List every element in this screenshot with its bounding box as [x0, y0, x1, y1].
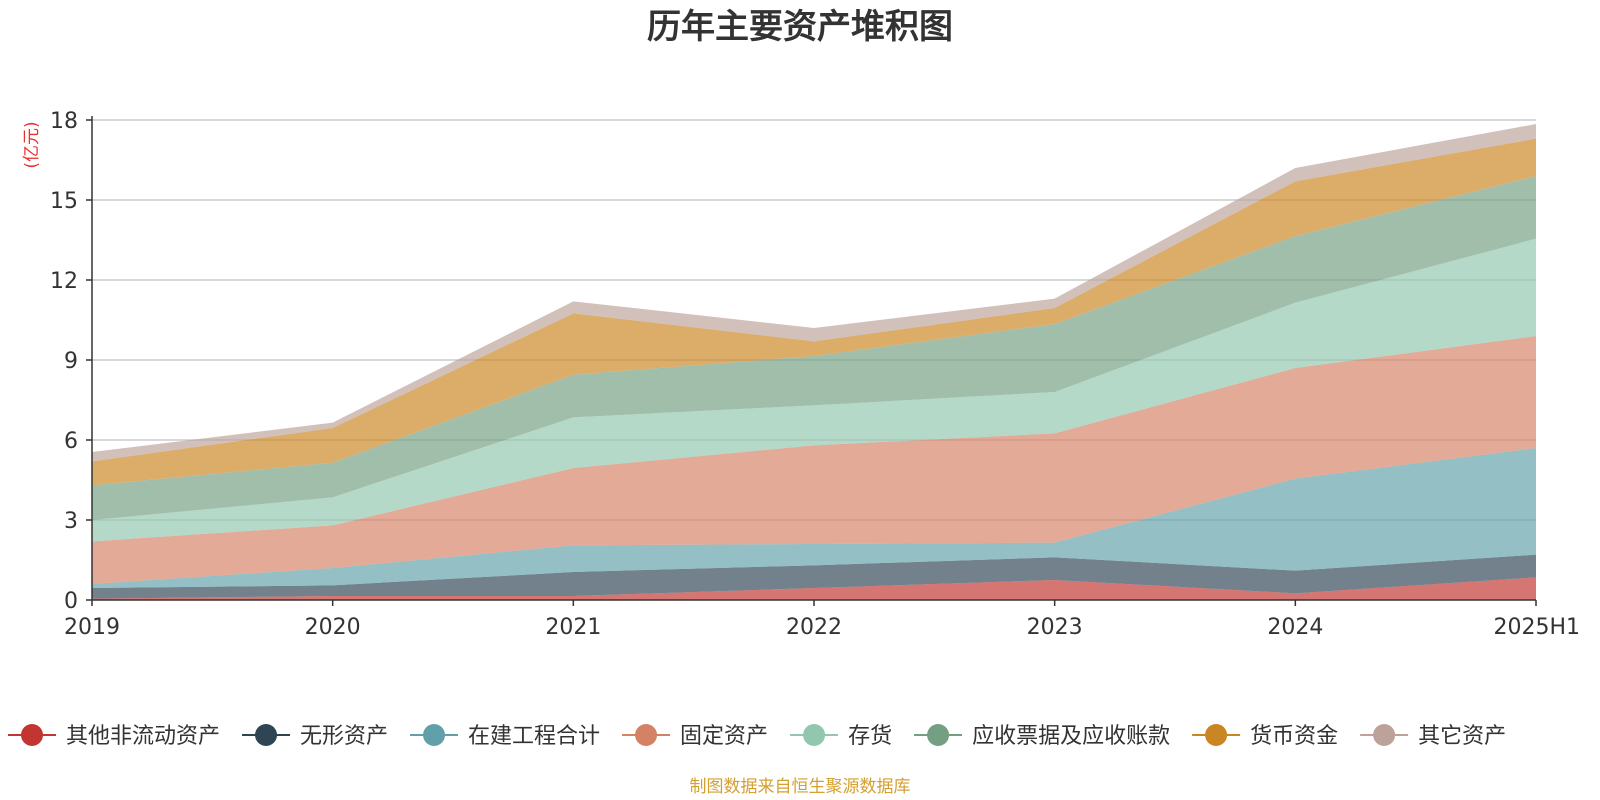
x-tick-label-5: 2024: [1267, 615, 1323, 640]
y-tick-label-3: 9: [64, 349, 78, 374]
y-tick-label-6: 18: [50, 109, 78, 134]
area-series-3: [92, 336, 1536, 584]
area-series-4: [92, 238, 1536, 542]
x-tick-label-4: 2023: [1027, 615, 1083, 640]
x-tick-label-1: 2020: [305, 615, 361, 640]
area-series: [92, 124, 1536, 600]
y-tick-label-2: 6: [64, 429, 78, 454]
legend-item-7[interactable]: 其它资产: [1360, 724, 1506, 749]
legend-item-5[interactable]: 应收票据及应收账款: [914, 724, 1170, 749]
legend-item-3[interactable]: 固定资产: [622, 724, 768, 749]
area-series-1: [92, 554, 1536, 599]
y-tick-label-4: 12: [50, 269, 78, 294]
x-tick-label-2: 2021: [545, 615, 601, 640]
legend-marker-2: [423, 724, 446, 746]
area-series-7: [92, 124, 1536, 462]
legend-item-6[interactable]: 货币资金: [1192, 724, 1338, 749]
legend-item-1[interactable]: 无形资产: [242, 724, 388, 749]
legend-marker-3: [635, 724, 658, 746]
x-tick-label-3: 2022: [786, 615, 842, 640]
legend-label-5: 应收票据及应收账款: [972, 724, 1170, 749]
legend-label-2: 在建工程合计: [468, 724, 600, 749]
legend-marker-5: [927, 724, 950, 746]
y-tick-label-5: 15: [50, 189, 78, 214]
chart-title: 历年主要资产堆积图: [647, 7, 953, 47]
area-series-2: [92, 448, 1536, 588]
legend-marker-1: [255, 724, 278, 746]
legend-label-7: 其它资产: [1418, 724, 1506, 749]
legend-marker-7: [1373, 724, 1396, 746]
x-axis-ticks: 2019 2020 2021 2022 2023 2024 2025H1: [64, 600, 1580, 640]
y-axis-unit-label: (亿元): [22, 121, 42, 168]
y-tick-label-1: 3: [64, 509, 78, 534]
legend-item-2[interactable]: 在建工程合计: [410, 724, 600, 749]
legend-item-4[interactable]: 存货: [790, 724, 892, 749]
legend-marker-6: [1205, 724, 1228, 746]
legend-marker-4: [803, 724, 826, 746]
x-tick-label-6: 2025H1: [1493, 615, 1580, 640]
legend-label-0: 其他非流动资产: [66, 724, 220, 749]
legend-label-4: 存货: [848, 724, 892, 749]
x-tick-label-0: 2019: [64, 615, 120, 640]
area-series-5: [92, 176, 1536, 520]
area-series-6: [92, 138, 1536, 486]
legend-marker-0: [21, 724, 43, 746]
legend-item-0[interactable]: 其他非流动资产: [8, 724, 220, 749]
legend-label-1: 无形资产: [300, 724, 388, 749]
y-tick-label-0: 0: [64, 589, 78, 614]
y-axis-ticks: 0 3 6 9 12 15 18: [50, 109, 92, 614]
legend: 其他非流动资产 无形资产 在建工程合计 固定资产 存货 应收票据及应收账款 货币资金 其它资产: [8, 724, 1506, 749]
legend-label-3: 固定资产: [680, 724, 768, 749]
legend-label-6: 货币资金: [1250, 724, 1338, 749]
area-series-0: [92, 577, 1536, 600]
source-note: 制图数据来自恒生聚源数据库: [690, 777, 911, 797]
